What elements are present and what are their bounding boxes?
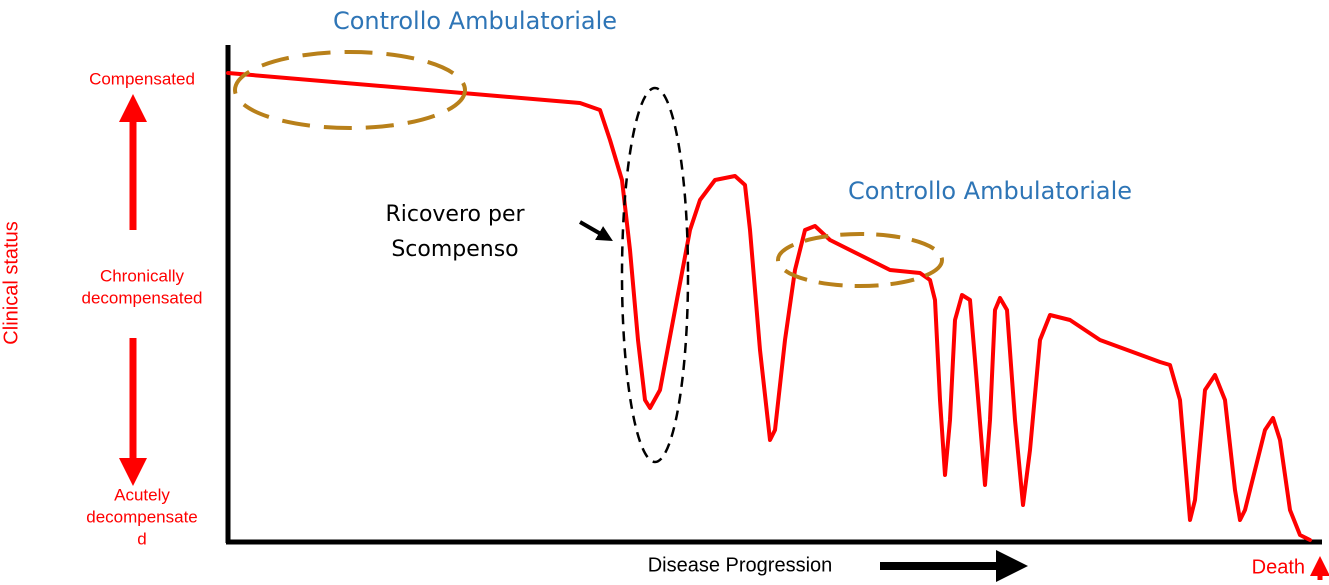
level-label: Chronically <box>100 266 185 285</box>
end-label: Death <box>1252 556 1305 578</box>
x-axis-title: Disease Progression <box>648 554 833 576</box>
level-label: Acutely <box>114 485 170 504</box>
level-label: decompensate <box>86 507 198 526</box>
annotation: Controllo Ambulatoriale <box>333 7 617 35</box>
pointer-arrow <box>579 220 613 241</box>
level-label: d <box>137 529 146 548</box>
y-axis-title: Clinical status <box>0 221 22 344</box>
levels: CompensatedChronicallydecompensatedAcute… <box>82 69 203 548</box>
outpatient-ellipse <box>776 232 944 288</box>
clinical-curve <box>226 71 1312 542</box>
annotation: Controllo Ambulatoriale <box>848 177 1132 205</box>
hospitalization-label: Ricovero per <box>385 202 525 227</box>
level-label: decompensated <box>82 288 203 307</box>
hospitalization-label: Scompenso <box>391 237 518 262</box>
level-label: Compensated <box>89 69 195 88</box>
outpatient-ellipse <box>233 50 467 130</box>
hospitalization-ellipse <box>620 86 690 464</box>
